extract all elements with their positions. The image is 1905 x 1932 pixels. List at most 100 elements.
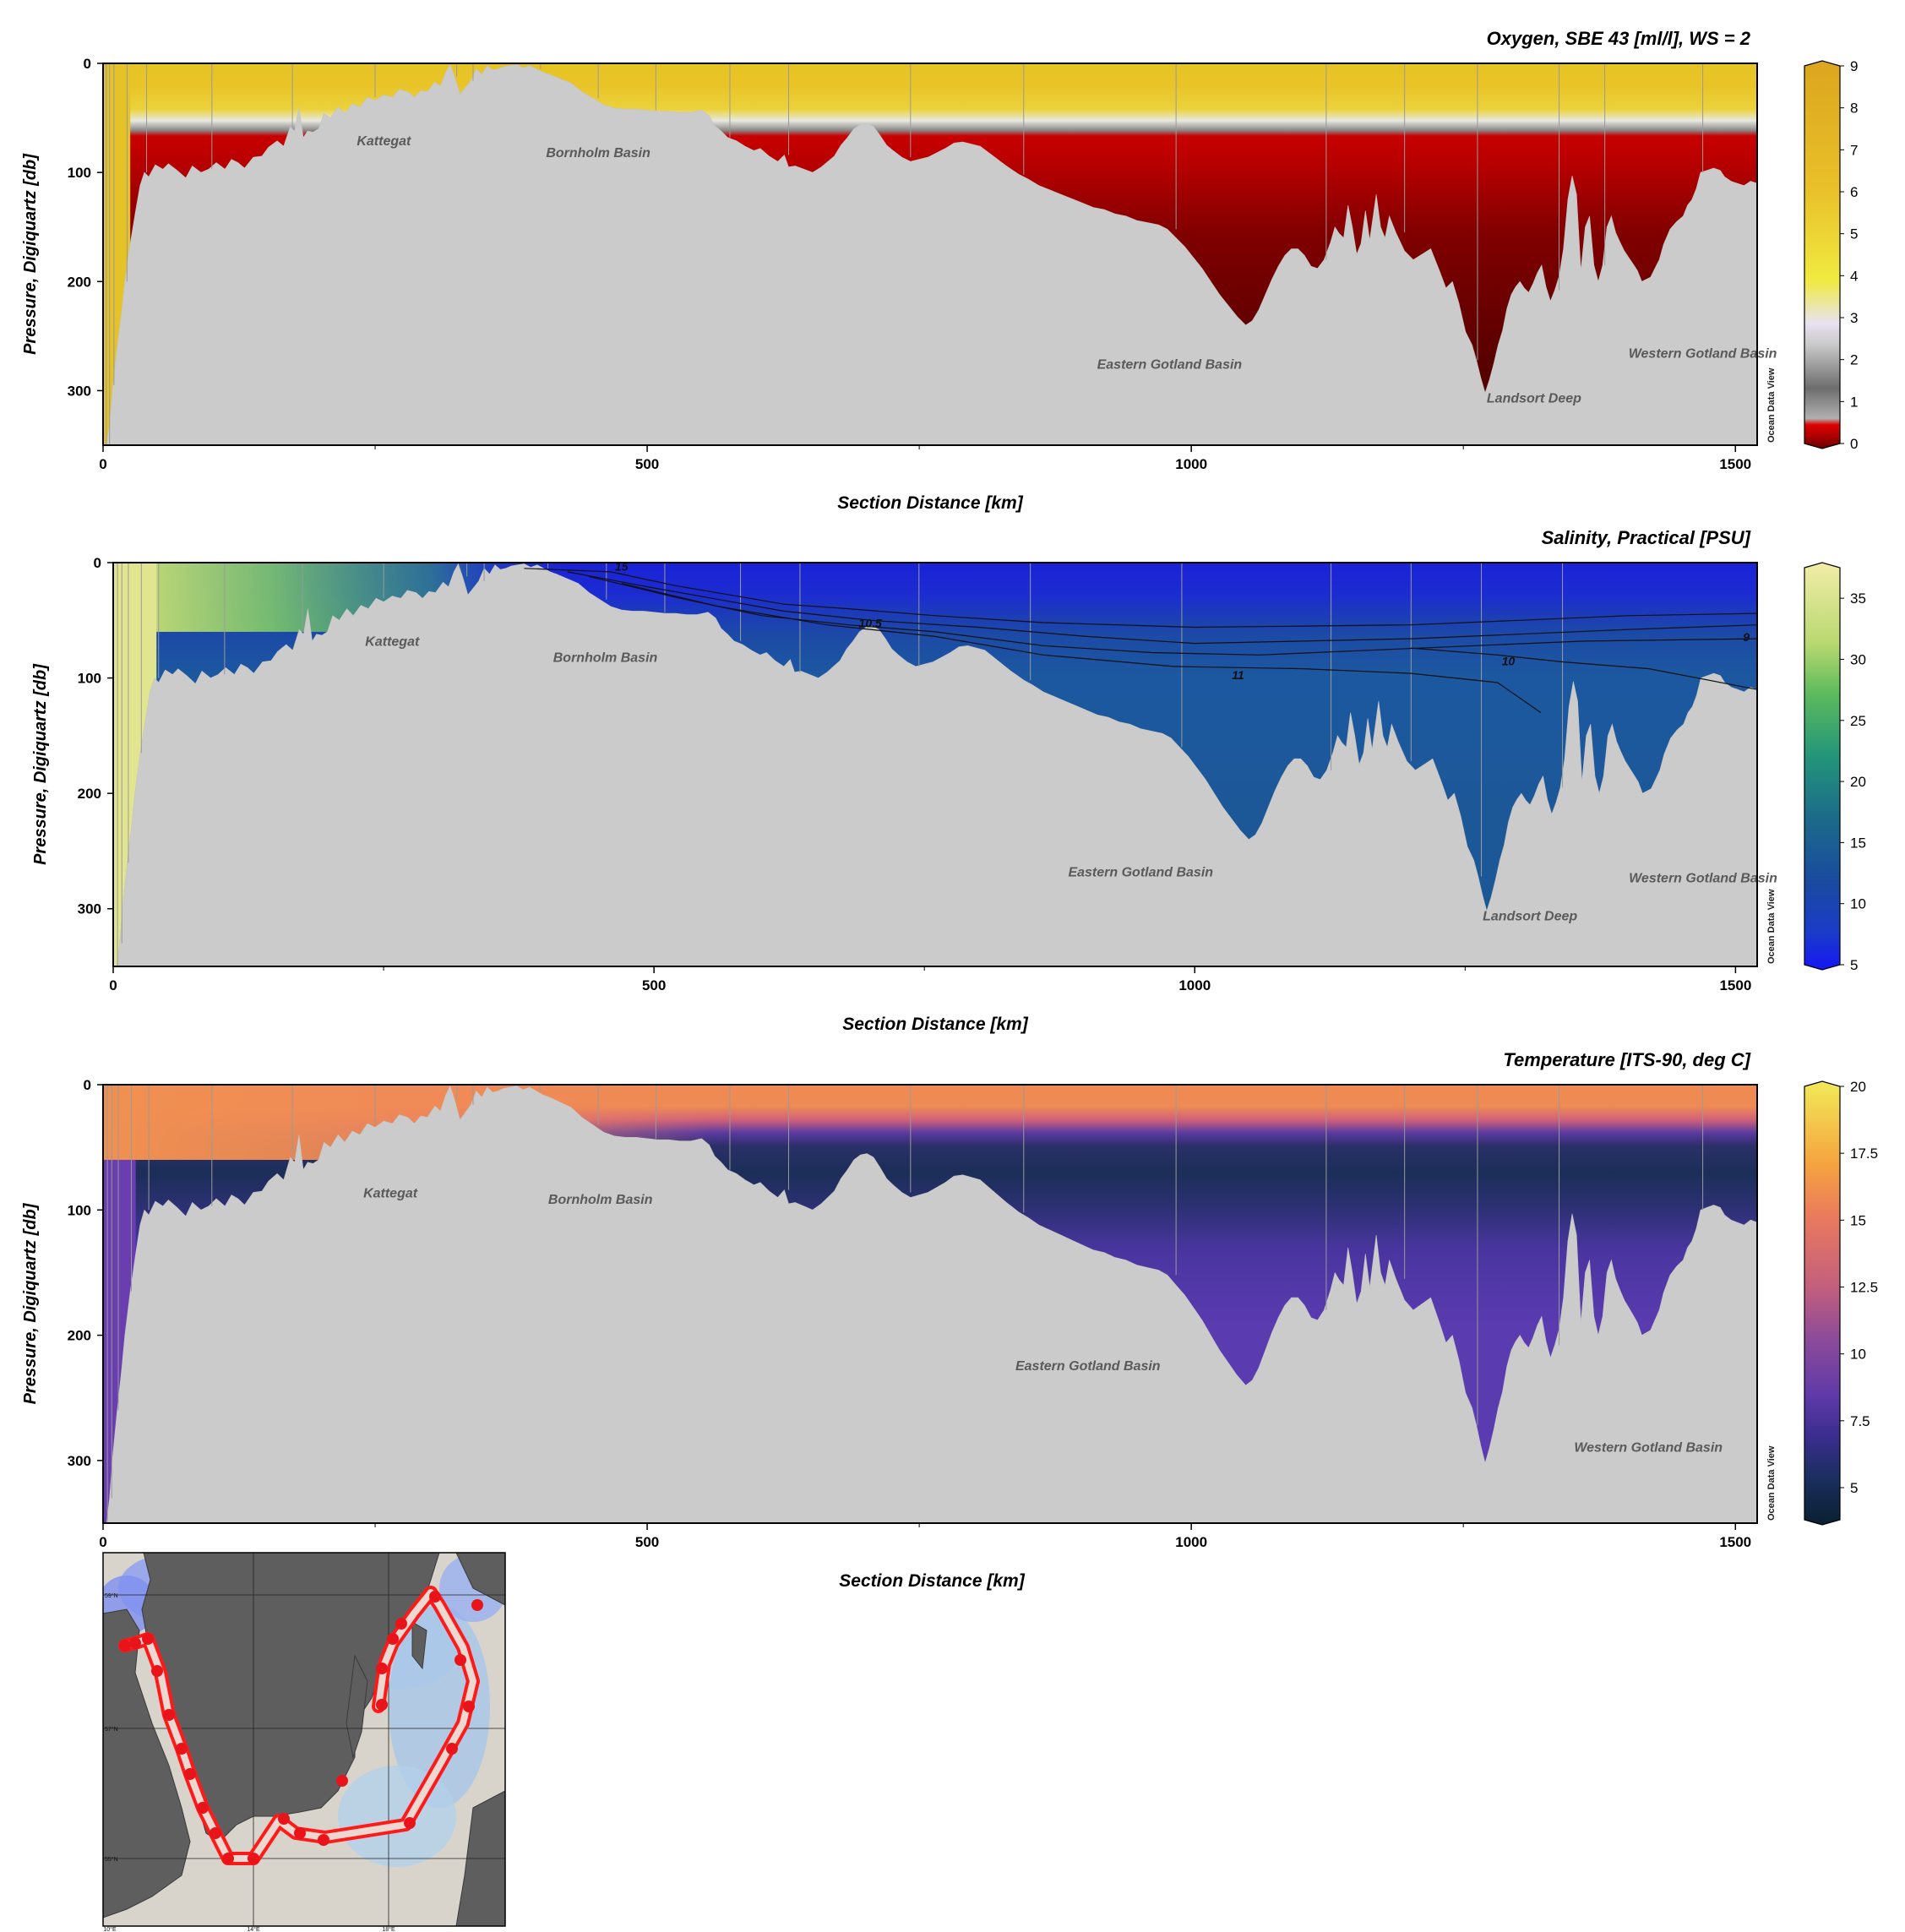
colorbar-tick-label: 30 xyxy=(1850,651,1866,667)
colorbar-tick-label: 25 xyxy=(1850,713,1866,729)
colorbar-tick-label: 7.5 xyxy=(1850,1413,1870,1429)
contour-lines xyxy=(524,568,1757,713)
section-annotation: Bornholm Basin xyxy=(553,650,658,665)
section-annotation: Eastern Gotland Basin xyxy=(1097,358,1243,373)
map-lat-label: 57°N xyxy=(105,1726,118,1733)
station-dot xyxy=(404,1817,416,1829)
plot-frame xyxy=(102,1084,1758,1524)
x-tick-label: 500 xyxy=(635,1534,659,1550)
x-axis-label: Section Distance [km] xyxy=(842,1015,1028,1034)
map-lat-label: 55°N xyxy=(105,1856,118,1863)
colorbar-tick-label: 9 xyxy=(1850,58,1858,74)
station-dot xyxy=(376,1663,388,1674)
section-annotation: Bornholm Basin xyxy=(546,146,650,161)
colorbar-tick-label: 8 xyxy=(1850,101,1858,117)
map-lat-label: 59°N xyxy=(105,1592,118,1599)
colorbar xyxy=(1804,1080,1841,1526)
bathymetry-patch xyxy=(338,1766,456,1867)
x-tick-label: 500 xyxy=(635,456,659,472)
chart-title: Temperature [ITS-90, deg C] xyxy=(1503,1049,1750,1070)
colorbar-tick-label: 10 xyxy=(1850,1347,1866,1363)
station-dot xyxy=(163,1709,175,1721)
station-dot xyxy=(471,1599,483,1611)
colorbar-tick-label: 12.5 xyxy=(1850,1280,1878,1296)
x-tick-label: 1000 xyxy=(1175,456,1207,472)
y-tick-label: 100 xyxy=(68,165,91,181)
colorbar-tick-label: 15 xyxy=(1850,835,1866,851)
colorbar-tick-label: 15 xyxy=(1850,1212,1866,1228)
x-axis-label: Section Distance [km] xyxy=(837,493,1023,513)
plot-frame xyxy=(102,63,1758,446)
chart-panel-3: Kattegat Bornholm Basin Eastern Gotland Ba… xyxy=(21,1049,1878,1591)
station-dot xyxy=(318,1834,329,1846)
map-frame xyxy=(102,1552,506,1927)
colorbar-tick-label: 17.5 xyxy=(1850,1146,1878,1162)
station-dot xyxy=(222,1853,234,1864)
station-dot xyxy=(184,1768,196,1780)
chart-panel-2: 15 10.5 11 10 9 Kattegat Bornholm Basin Eastern… xyxy=(31,527,1866,1034)
x-tick-label: 1000 xyxy=(1178,977,1211,993)
station-dot xyxy=(294,1827,306,1839)
section-annotation: Western Gotland Basin xyxy=(1629,871,1777,885)
contour-label: 9 xyxy=(1743,630,1750,644)
contour-line xyxy=(567,571,1757,645)
section-annotation: Kattegat xyxy=(357,134,411,149)
station-dot xyxy=(454,1654,466,1666)
station-dot xyxy=(387,1633,399,1645)
colorbar-tick-label: 4 xyxy=(1850,268,1858,284)
seafloor xyxy=(106,1085,1757,1523)
y-axis-label: Pressure, Digiquartz [db] xyxy=(21,153,40,355)
section-annotation: Western Gotland Basin xyxy=(1629,347,1777,362)
contour-label: 10 xyxy=(1502,655,1516,668)
chart-title: Oxygen, SBE 43 [ml/l], WS = 2 xyxy=(1487,28,1751,49)
island xyxy=(411,1621,427,1670)
station-dot xyxy=(176,1743,188,1755)
colorbar-tick-label: 20 xyxy=(1850,1079,1866,1095)
station-dot xyxy=(210,1827,221,1839)
contour-line xyxy=(524,568,1757,629)
y-axis-label: Pressure, Digiquartz [db] xyxy=(21,1202,40,1404)
contour-line xyxy=(1411,647,1757,690)
x-tick-label: 0 xyxy=(99,1534,106,1550)
colorbar-tick-label: 2 xyxy=(1850,352,1858,368)
x-tick-label: 0 xyxy=(109,977,117,993)
colorbar-tick-label: 1 xyxy=(1850,394,1858,410)
station-dot xyxy=(429,1591,441,1603)
y-tick-label: 0 xyxy=(84,1077,91,1093)
seafloor xyxy=(116,563,1757,966)
station-dot xyxy=(376,1699,388,1711)
colorbar xyxy=(1804,60,1841,449)
x-tick-label: 500 xyxy=(642,977,666,993)
island xyxy=(346,1654,368,1759)
section-field xyxy=(103,63,1757,445)
colorbar-tick-label: 10 xyxy=(1850,896,1866,912)
y-tick-label: 100 xyxy=(68,1202,91,1218)
section-field xyxy=(103,1085,1757,1523)
colorbar-tick-label: 5 xyxy=(1850,957,1858,973)
station-map: 59°N 57°N 55°N 10°E 14°E 18°E xyxy=(102,1552,506,1932)
land xyxy=(455,1553,505,1606)
land xyxy=(103,1608,191,1918)
y-tick-label: 200 xyxy=(78,786,101,802)
station-dot xyxy=(463,1701,475,1712)
contour-label: 15 xyxy=(615,560,629,574)
y-tick-label: 300 xyxy=(68,383,91,399)
section-field: 15 10.5 11 10 9 xyxy=(113,560,1757,966)
colorbar-tick-label: 3 xyxy=(1850,310,1858,326)
colorbar-tick-label: 0 xyxy=(1850,436,1858,452)
y-tick-label: 100 xyxy=(78,671,101,687)
x-tick-label: 1500 xyxy=(1719,456,1751,472)
colorbar xyxy=(1804,562,1841,971)
section-annotation: Landsort Deep xyxy=(1483,909,1577,923)
section-annotation: Western Gotland Basin xyxy=(1574,1440,1723,1455)
y-axis-label: Pressure, Digiquartz [db] xyxy=(31,663,50,865)
watermark: Ocean Data View xyxy=(1766,367,1777,443)
chart-panel-1: Kattegat Bornholm Basin Eastern Gotland Ba… xyxy=(21,28,1858,513)
map-lon-label: 10°E xyxy=(103,1926,117,1932)
section-annotation: Eastern Gotland Basin xyxy=(1068,865,1213,879)
x-tick-label: 1500 xyxy=(1719,1534,1751,1550)
station-dot xyxy=(129,1637,141,1649)
map-lon-label: 14°E xyxy=(247,1926,260,1932)
map-content xyxy=(103,1553,505,1926)
